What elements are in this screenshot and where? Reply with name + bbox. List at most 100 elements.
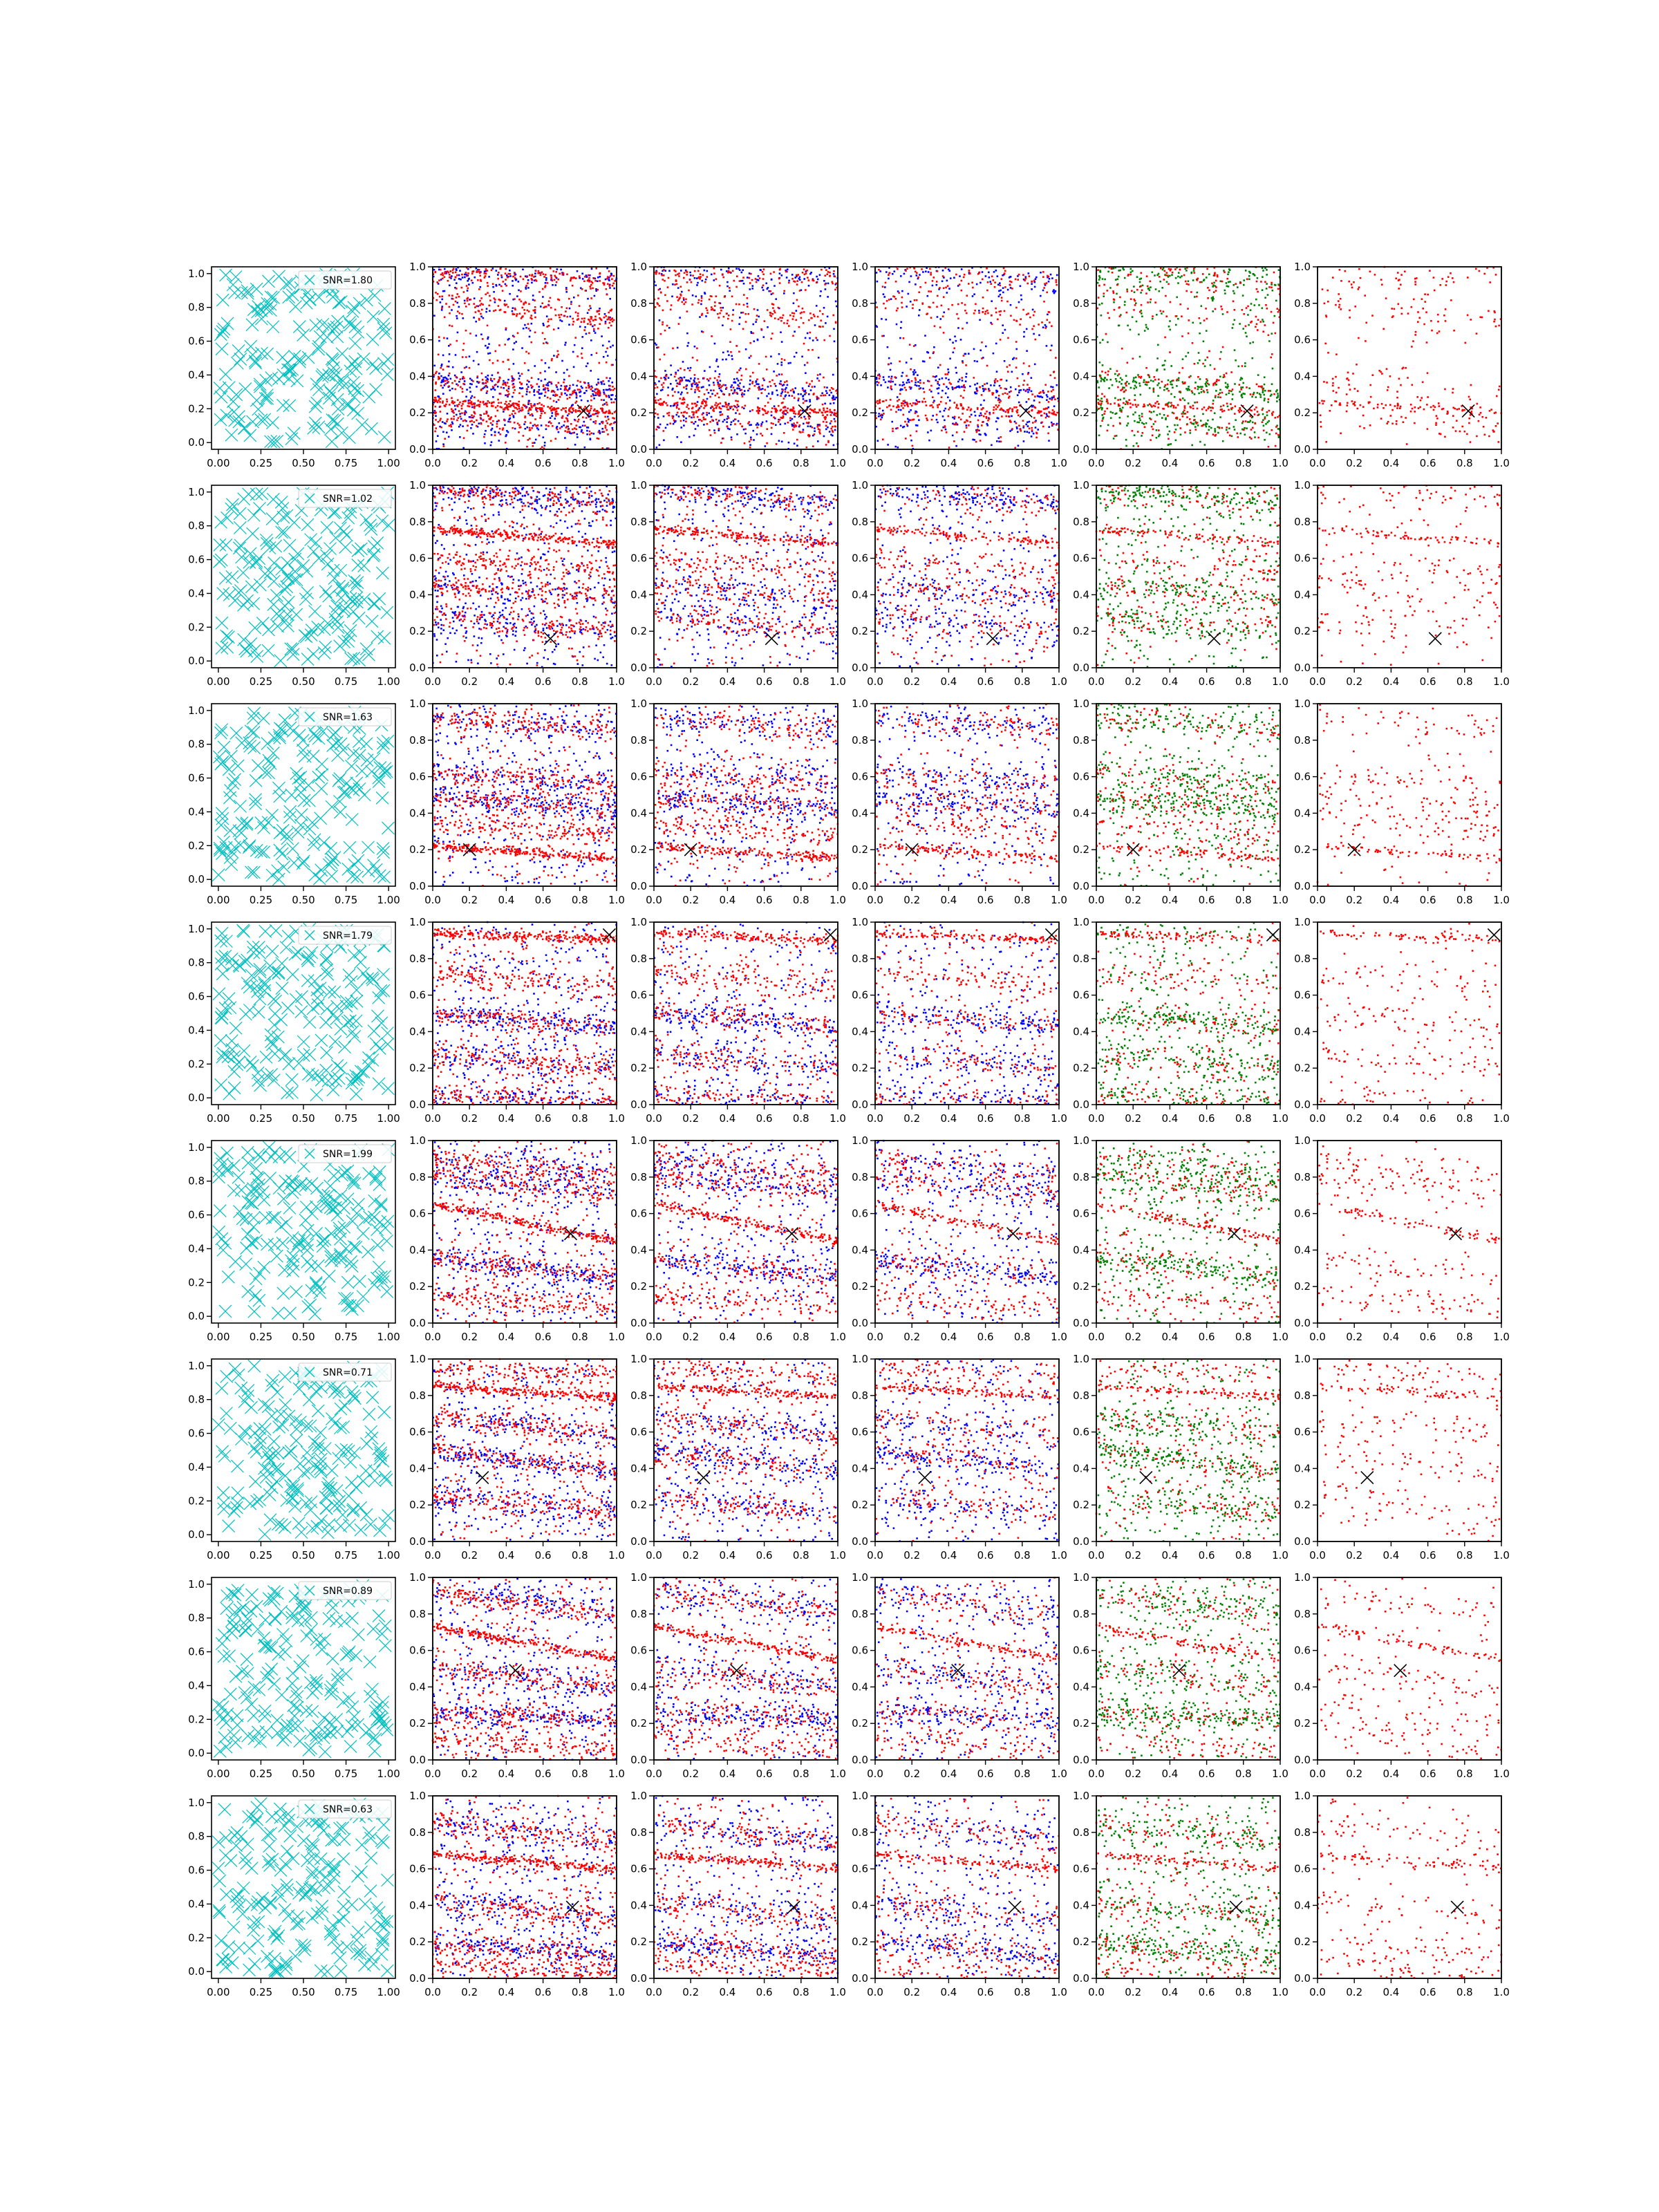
blue-point	[681, 391, 683, 393]
red-point	[498, 379, 500, 381]
blue-point	[902, 427, 904, 429]
red-point	[518, 408, 521, 410]
blue-point	[612, 394, 614, 396]
blue-point	[442, 379, 444, 381]
red-point	[801, 281, 803, 283]
red-point	[829, 389, 831, 391]
blue-point	[559, 422, 561, 424]
blue-point	[560, 388, 562, 390]
red-point	[729, 394, 731, 396]
blue-point	[883, 376, 885, 378]
blue-point	[512, 310, 514, 312]
red-point	[550, 382, 552, 384]
blue-point	[496, 270, 498, 272]
red-point	[789, 417, 791, 419]
red-point	[608, 270, 610, 272]
mixture-point	[312, 343, 324, 355]
red-point	[752, 332, 754, 335]
blue-point	[780, 380, 782, 382]
red-point	[459, 402, 461, 404]
blue-point	[441, 309, 443, 311]
blue-point	[1011, 415, 1013, 418]
red-point	[757, 407, 759, 409]
blue-point	[505, 283, 507, 285]
blue-point	[581, 347, 583, 349]
blue-point	[704, 370, 706, 372]
blue-point	[969, 386, 971, 388]
red-point	[480, 297, 482, 299]
blue-point	[783, 292, 785, 294]
blue-point	[521, 347, 523, 349]
red-point	[793, 412, 795, 414]
red-point	[663, 382, 665, 384]
blue-point	[573, 366, 575, 368]
red-point	[582, 432, 584, 434]
blue-point	[503, 387, 505, 389]
red-point	[479, 272, 481, 274]
red-point	[661, 274, 663, 276]
blue-point	[959, 379, 961, 381]
blue-point	[726, 421, 728, 423]
blue-point	[780, 393, 782, 395]
red-point	[565, 410, 567, 412]
blue-point	[557, 388, 559, 391]
blue-point	[824, 403, 826, 405]
red-point	[526, 276, 528, 278]
red-point	[547, 406, 549, 408]
red-point	[506, 303, 508, 306]
blue-point	[680, 441, 682, 443]
red-point	[686, 310, 688, 312]
blue-point	[771, 393, 774, 395]
blue-point	[659, 424, 662, 426]
blue-point	[480, 334, 482, 336]
blue-point	[798, 400, 800, 402]
blue-point	[672, 283, 674, 285]
blue-point	[538, 393, 541, 395]
red-point	[696, 386, 698, 388]
red-point	[706, 276, 709, 278]
blue-point	[770, 355, 772, 357]
blue-point	[556, 426, 559, 428]
red-point	[697, 386, 700, 388]
red-point	[796, 280, 798, 282]
red-point	[758, 389, 760, 391]
blue-point	[535, 439, 537, 441]
red-point	[612, 285, 614, 287]
red-point	[467, 288, 469, 290]
red-point	[513, 336, 515, 338]
red-point	[527, 282, 529, 284]
red-point	[834, 414, 836, 416]
blue-point	[460, 279, 462, 281]
red-point	[518, 431, 520, 433]
blue-point	[491, 375, 494, 377]
blue-point	[607, 389, 609, 391]
red-point	[770, 273, 772, 275]
red-point	[537, 272, 539, 274]
blue-point	[503, 380, 505, 382]
red-point	[594, 280, 597, 282]
red-point	[718, 397, 720, 399]
red-point	[657, 297, 659, 299]
blue-point	[876, 381, 878, 383]
red-point	[507, 408, 509, 410]
mixture-point	[284, 364, 297, 377]
red-point	[787, 408, 789, 410]
blue-point	[798, 278, 800, 280]
blue-point	[1033, 400, 1035, 402]
blue-point	[449, 389, 451, 391]
red-point	[684, 411, 686, 413]
blue-point	[705, 279, 707, 281]
red-point	[542, 332, 544, 334]
red-point	[490, 379, 492, 381]
red-point	[461, 287, 463, 289]
red-point	[778, 278, 780, 280]
red-point	[445, 303, 447, 305]
red-point	[490, 422, 492, 424]
red-point	[519, 382, 521, 384]
red-point	[527, 323, 529, 325]
red-point	[444, 405, 447, 407]
red-point	[703, 377, 705, 379]
blue-point	[688, 436, 691, 438]
red-point	[555, 271, 557, 273]
red-point	[469, 406, 471, 408]
